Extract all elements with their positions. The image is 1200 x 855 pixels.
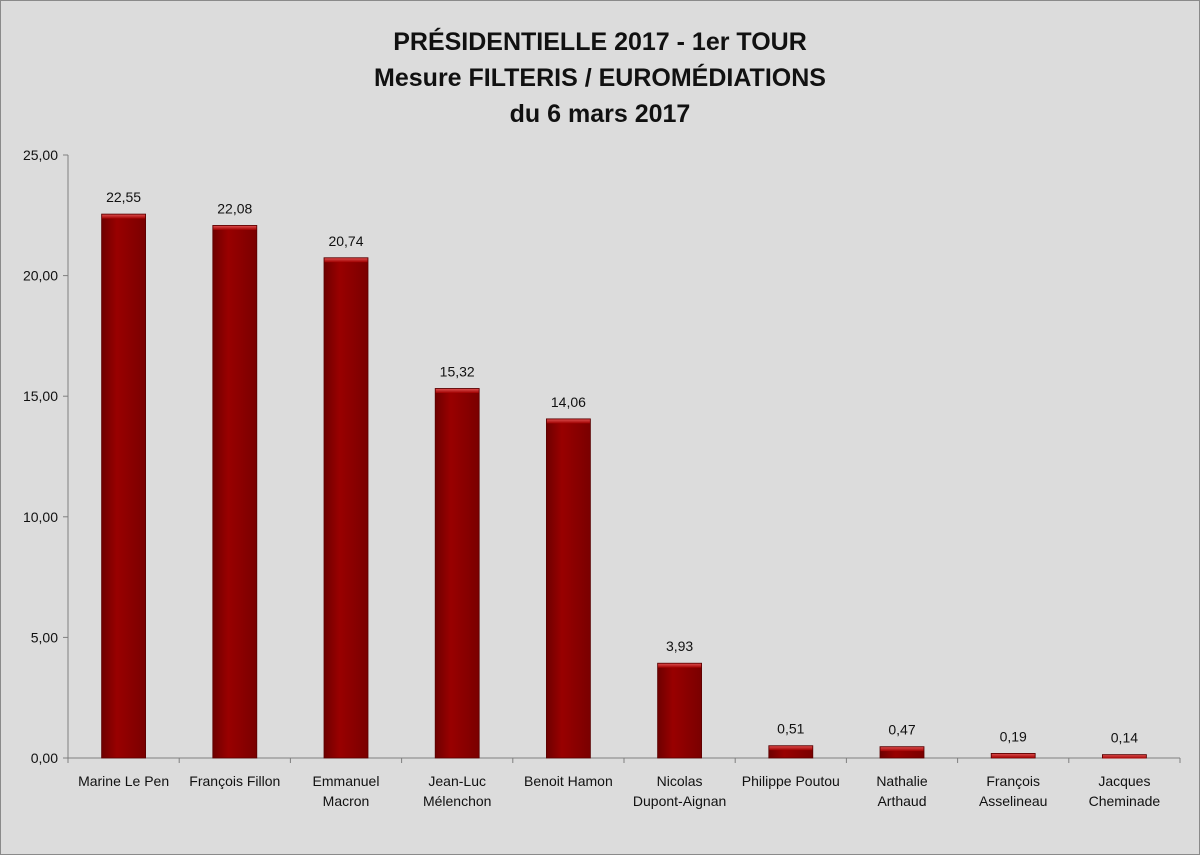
x-tick-label: Asselineau bbox=[979, 793, 1048, 809]
x-tick-label: Arthaud bbox=[877, 793, 926, 809]
bar-cap bbox=[324, 258, 368, 263]
y-tick-label: 10,00 bbox=[23, 509, 58, 525]
data-label: 3,93 bbox=[666, 638, 693, 654]
y-tick-label: 25,00 bbox=[23, 147, 58, 163]
bar-cap bbox=[213, 225, 257, 230]
x-tick-label: Marine Le Pen bbox=[78, 773, 169, 789]
bar bbox=[657, 662, 702, 759]
x-tick-label: Nicolas bbox=[657, 773, 703, 789]
x-tick-label: François Fillon bbox=[189, 773, 280, 789]
bar bbox=[323, 257, 369, 759]
data-label: 0,47 bbox=[888, 722, 915, 738]
bar-cap bbox=[991, 753, 1035, 758]
data-label: 0,14 bbox=[1111, 730, 1138, 746]
y-tick-label: 15,00 bbox=[23, 388, 58, 404]
bar-cap bbox=[102, 214, 146, 219]
bar-cap bbox=[546, 419, 590, 424]
x-tick-label: Mélenchon bbox=[423, 793, 492, 809]
bar bbox=[212, 225, 258, 759]
x-tick-label: François bbox=[986, 773, 1040, 789]
bar-cap bbox=[658, 663, 702, 668]
bar bbox=[546, 418, 591, 759]
bar-cap bbox=[1102, 755, 1146, 759]
x-tick-label: Cheminade bbox=[1089, 793, 1161, 809]
bar-cap bbox=[769, 746, 813, 751]
chart-title-line-2: Mesure FILTERIS / EUROMÉDIATIONS bbox=[374, 64, 826, 92]
chart-title: PRÉSIDENTIELLE 2017 - 1er TOUR Mesure FI… bbox=[0, 24, 1200, 132]
x-tick-label: Macron bbox=[323, 793, 370, 809]
y-tick-label: 0,00 bbox=[31, 750, 58, 766]
x-tick-label: Benoit Hamon bbox=[524, 773, 613, 789]
bar-cap bbox=[435, 388, 479, 393]
bar bbox=[101, 213, 146, 759]
x-tick-label: Nathalie bbox=[876, 773, 928, 789]
y-tick-label: 5,00 bbox=[31, 629, 58, 645]
x-tick-label: Jean-Luc bbox=[428, 773, 486, 789]
data-label: 15,32 bbox=[440, 363, 475, 379]
data-label: 22,55 bbox=[106, 189, 141, 205]
data-label: 14,06 bbox=[551, 394, 586, 410]
x-tick-label: Dupont-Aignan bbox=[633, 793, 726, 809]
bar bbox=[434, 388, 480, 759]
data-label: 0,19 bbox=[1000, 728, 1027, 744]
chart-title-line-1: PRÉSIDENTIELLE 2017 - 1er TOUR bbox=[393, 28, 807, 56]
bar bbox=[879, 746, 925, 759]
chart-title-line-3: du 6 mars 2017 bbox=[509, 100, 691, 128]
bar-cap bbox=[880, 747, 924, 752]
data-label: 20,74 bbox=[328, 233, 363, 249]
x-tick-label: Philippe Poutou bbox=[742, 773, 840, 789]
y-tick-label: 20,00 bbox=[23, 268, 58, 284]
x-tick-label: Jacques bbox=[1098, 773, 1150, 789]
data-label: 22,08 bbox=[217, 200, 252, 216]
x-tick-label: Emmanuel bbox=[313, 773, 380, 789]
data-label: 0,51 bbox=[777, 721, 804, 737]
